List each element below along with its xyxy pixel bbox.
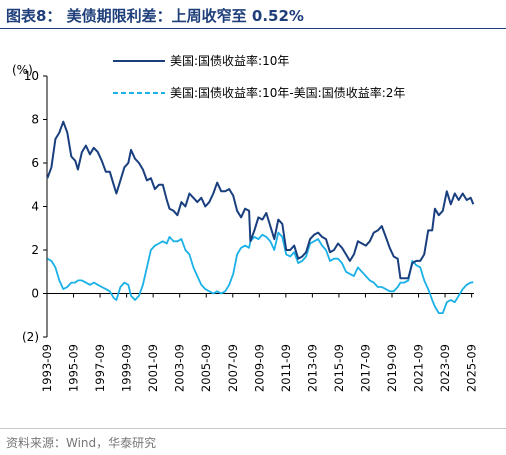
y-tick-label: 0 (31, 287, 39, 301)
chart-title: 图表8： 美债期限利差：上周收窄至 0.52% (6, 7, 304, 25)
x-tick-label: 2013-09 (305, 344, 319, 392)
x-tick-label: 2003-09 (173, 344, 187, 392)
x-tick-label: 2025-09 (465, 344, 479, 392)
x-tick-label: 2021-09 (412, 344, 426, 392)
x-tick-label: 2017-09 (358, 344, 372, 392)
x-tick-label: 2009-09 (252, 344, 266, 392)
legend-spread-label: 美国:国债收益率:10年-美国:国债收益率:2年 (170, 85, 405, 100)
y-tick-label: (2) (22, 330, 39, 344)
series-group (46, 120, 475, 315)
x-axis: 1993-09 1995-09 1997-09 1999-09 2001-09 2003-… (40, 293, 479, 392)
x-tick-label: 1993-09 (40, 344, 54, 392)
x-tick-label: 2007-09 (226, 344, 240, 392)
x-tick-label: 2019-09 (385, 344, 399, 392)
x-tick-label: 1995-09 (67, 344, 81, 392)
x-tick-label: 1999-09 (120, 344, 134, 392)
source-note: 资料来源：Wind，华泰研究 (6, 436, 157, 450)
x-tick-label: 2023-09 (438, 344, 452, 392)
x-tick-label: 2005-09 (199, 344, 213, 392)
x-tick-label: 2001-09 (146, 344, 160, 392)
y-tick-label: 6 (31, 156, 39, 170)
series-line-spread (46, 231, 474, 315)
series-line-10y (46, 120, 475, 280)
title-bar: 图表8： 美债期限利差：上周收窄至 0.52% (0, 0, 506, 29)
x-tick-label: 1997-09 (93, 344, 107, 392)
y-axis: (%) (2) 0 2 4 6 8 10 (12, 63, 48, 344)
y-tick-label: 10 (24, 69, 39, 83)
y-tick-label: 2 (31, 243, 39, 257)
x-tick-label: 2015-09 (332, 344, 346, 392)
x-tick-label: 2011-09 (279, 344, 293, 392)
footer-divider (0, 428, 506, 429)
y-tick-label: 4 (31, 200, 39, 214)
y-axis-unit-label: (%) (12, 63, 33, 77)
y-tick-label: 8 (31, 113, 39, 127)
legend-10y-label: 美国:国债收益率:10年 (170, 53, 289, 68)
